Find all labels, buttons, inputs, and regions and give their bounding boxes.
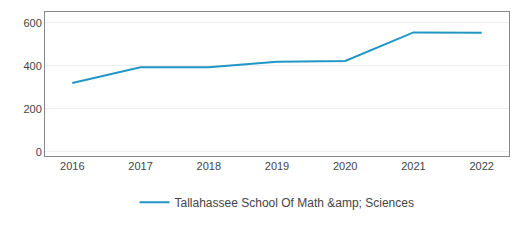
- svg-text:2016: 2016: [60, 160, 84, 172]
- svg-text:200: 200: [23, 103, 41, 115]
- svg-text:2019: 2019: [265, 160, 289, 172]
- svg-text:2020: 2020: [333, 160, 357, 172]
- svg-text:0: 0: [36, 146, 42, 158]
- svg-text:2018: 2018: [197, 160, 221, 172]
- svg-text:2021: 2021: [401, 160, 425, 172]
- svg-text:2017: 2017: [128, 160, 152, 172]
- svg-text:400: 400: [23, 60, 41, 72]
- svg-text:2022: 2022: [469, 160, 493, 172]
- svg-text:Tallahassee School Of Math &am: Tallahassee School Of Math &amp; Science…: [175, 196, 414, 210]
- svg-text:600: 600: [23, 17, 41, 29]
